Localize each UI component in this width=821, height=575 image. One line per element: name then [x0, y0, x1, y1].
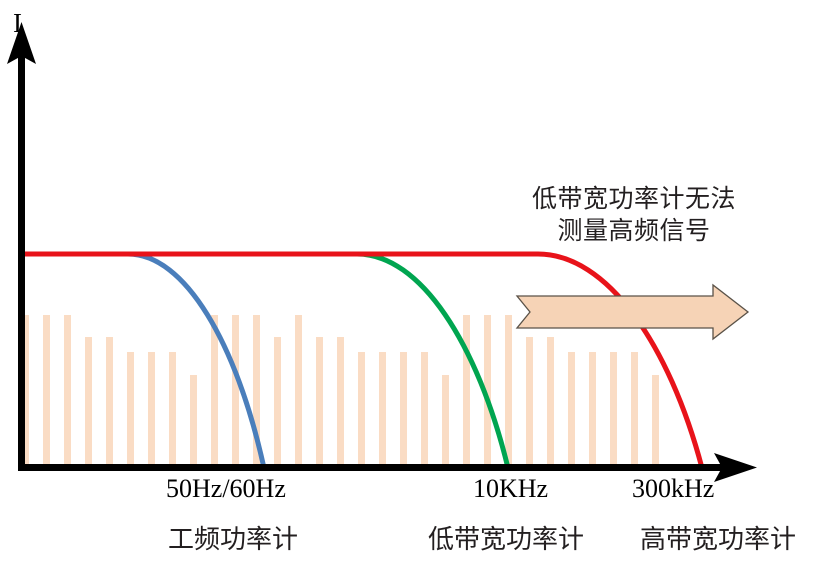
spectrum-bar [526, 337, 533, 466]
spectrum-bar [505, 315, 512, 466]
rightward-trend-arrow [515, 283, 750, 341]
callout-annotation: 低带宽功率计无法 测量高频信号 [532, 184, 736, 248]
spectrum-bar [463, 315, 470, 466]
spectrum-bar [190, 375, 197, 466]
spectrum-bar [274, 337, 281, 466]
signal-spectrum-bars [22, 315, 659, 466]
spectrum-bar [337, 337, 344, 466]
spectrum-bar [211, 315, 218, 466]
spectrum-bar [652, 375, 659, 466]
y-axis-label: I [13, 8, 22, 38]
spectrum-bar [379, 352, 386, 466]
spectrum-bar [85, 337, 92, 466]
spectrum-bar [232, 315, 239, 466]
spectrum-bar [253, 315, 260, 466]
x-sub-label-1: 低带宽功率计 [428, 525, 585, 554]
x-tick-label-2: 300kHz [632, 474, 715, 503]
x-tick-label-1: 10KHz [473, 474, 549, 503]
spectrum-bar [169, 352, 176, 466]
spectrum-bar [22, 315, 29, 466]
spectrum-bar [631, 352, 638, 466]
spectrum-bar [589, 352, 596, 466]
x-sub-label-0: 工频功率计 [168, 525, 299, 554]
spectrum-bar [148, 352, 155, 466]
spectrum-bar [358, 352, 365, 466]
spectrum-bar [106, 337, 113, 466]
response-curve-50hz-60hz [19, 251, 267, 471]
spectrum-bar [43, 315, 50, 466]
spectrum-bar [610, 352, 617, 466]
spectrum-bar [547, 337, 554, 466]
spectrum-bar [421, 352, 428, 466]
x-tick-label-0: 50Hz/60Hz [166, 474, 286, 503]
callout-line-2: 测量高频信号 [557, 218, 711, 245]
spectrum-bar [64, 315, 71, 466]
x-sub-label-2: 高带宽功率计 [640, 525, 797, 554]
callout-line-1: 低带宽功率计无法 [532, 186, 737, 213]
spectrum-bar [316, 337, 323, 466]
spectrum-bar [568, 352, 575, 466]
spectrum-bar [400, 352, 407, 466]
x-axis [18, 453, 757, 482]
spectrum-bar [295, 315, 302, 466]
spectrum-bar [127, 352, 134, 466]
spectrum-bar [484, 315, 491, 466]
response-curve-10khz [19, 251, 511, 471]
spectrum-bar [442, 375, 449, 466]
y-axis [7, 22, 36, 468]
